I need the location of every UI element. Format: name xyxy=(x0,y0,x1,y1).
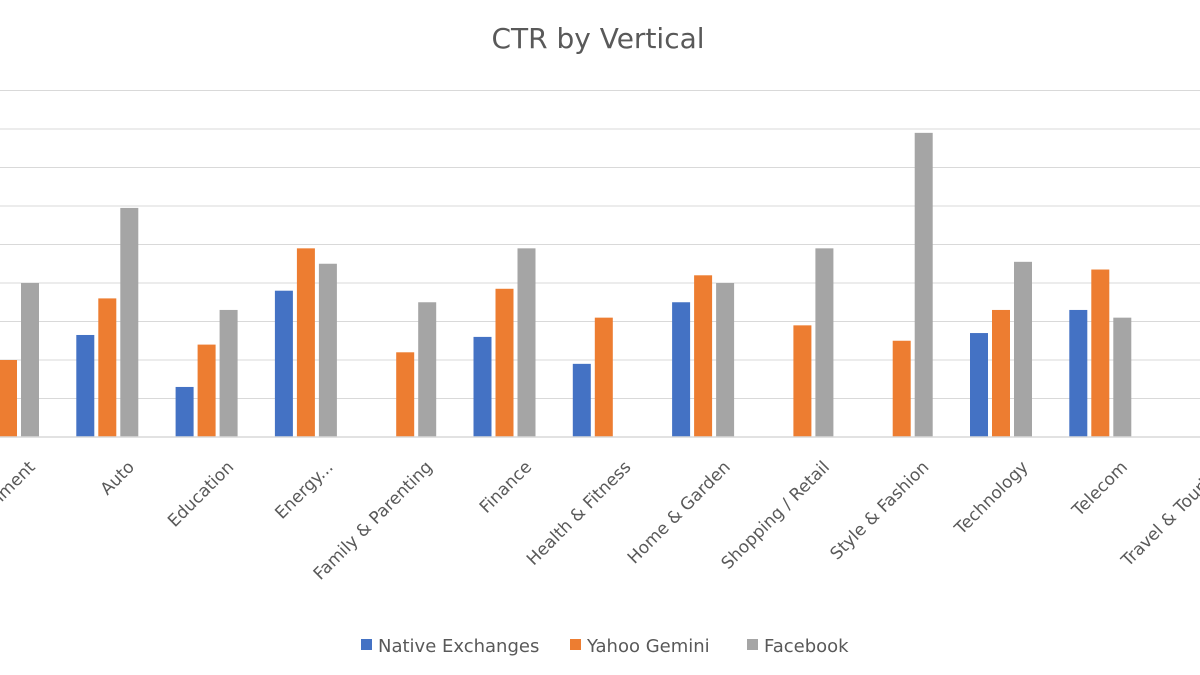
legend-label: Native Exchanges xyxy=(378,636,539,657)
x-tick-label: Travel & Tourism xyxy=(1117,457,1200,571)
legend: Native Exchanges Yahoo Gemini Facebook xyxy=(361,636,849,657)
x-tick-label: Education xyxy=(164,457,238,531)
x-tick-label: Finance xyxy=(476,457,536,517)
bar-yahoo-gemini-8 xyxy=(793,325,812,437)
bar-facebook-10 xyxy=(1014,261,1032,437)
bar-yahoo-gemini-3 xyxy=(296,248,315,437)
bar-facebook-3 xyxy=(318,263,337,437)
x-tick-label: Home & Garden xyxy=(624,457,735,568)
x-tick-label: Health & Fitness xyxy=(523,457,635,569)
bar-yahoo-gemini-2 xyxy=(197,344,216,437)
bar-native-exchanges-1 xyxy=(76,334,95,437)
bar-facebook-8 xyxy=(815,248,834,437)
legend-swatch xyxy=(570,639,581,650)
bar-yahoo-gemini-7 xyxy=(694,275,713,437)
x-tick-label: Shopping / Retail xyxy=(718,457,834,573)
bar-facebook-9 xyxy=(914,132,933,437)
legend-label: Yahoo Gemini xyxy=(586,636,710,657)
bar-yahoo-gemini-0 xyxy=(0,360,17,437)
bar-facebook-5 xyxy=(517,248,536,437)
x-tick-labels: Entertainment Auto Education Energy...Famil… xyxy=(0,457,1200,584)
bar-native-exchanges-5 xyxy=(473,336,492,437)
bar-facebook-2 xyxy=(219,309,238,437)
x-tick-label: Style & Fashion xyxy=(827,457,934,564)
bar-native-exchanges-6 xyxy=(572,363,591,437)
bar-yahoo-gemini-9 xyxy=(892,340,911,437)
bar-native-exchanges-10 xyxy=(970,333,988,437)
legend-label: Facebook xyxy=(764,636,849,657)
bar-facebook-4 xyxy=(418,302,437,437)
bar-yahoo-gemini-10 xyxy=(992,309,1010,437)
bar-yahoo-gemini-4 xyxy=(396,352,415,437)
bar-facebook-11 xyxy=(1113,317,1132,437)
bar-yahoo-gemini-1 xyxy=(98,298,117,437)
x-tick-label: Auto xyxy=(97,457,139,499)
chart-title: CTR by Vertical xyxy=(491,22,704,55)
x-tick-label: Telecom xyxy=(1068,457,1132,521)
bars xyxy=(0,132,1132,437)
bar-yahoo-gemini-11 xyxy=(1091,269,1110,437)
bar-facebook-7 xyxy=(716,283,735,437)
bar-yahoo-gemini-6 xyxy=(594,317,613,437)
bar-native-exchanges-7 xyxy=(672,302,691,437)
bar-facebook-1 xyxy=(120,207,139,437)
bar-native-exchanges-11 xyxy=(1069,309,1088,437)
bar-native-exchanges-3 xyxy=(274,290,293,437)
bar-facebook-0 xyxy=(21,283,39,437)
bar-yahoo-gemini-5 xyxy=(495,288,514,437)
x-tick-label: Energy... xyxy=(271,457,337,523)
legend-swatch xyxy=(747,639,758,650)
legend-swatch xyxy=(361,639,372,650)
bar-native-exchanges-2 xyxy=(175,386,194,437)
x-tick-label: Technology xyxy=(950,457,1032,539)
x-tick-label: Entertainment xyxy=(0,457,40,558)
